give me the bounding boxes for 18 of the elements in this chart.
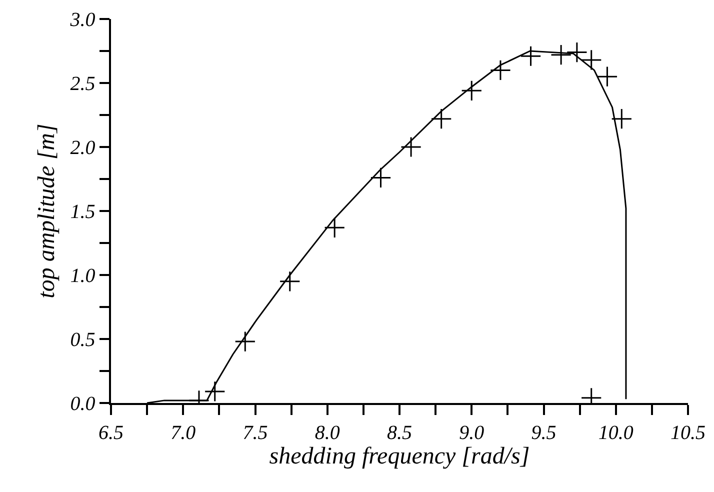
x-axis-title: shedding frequency [rad/s] <box>269 444 530 470</box>
x-tick-label: 9.5 <box>531 422 556 444</box>
x-tick-label: 8.0 <box>314 422 340 444</box>
y-axis-title: top amplitude [m] <box>34 124 60 298</box>
y-tick-label: 2.5 <box>70 73 96 95</box>
x-tick-label: 8.5 <box>387 422 412 444</box>
y-tick-label: 0.5 <box>70 329 96 351</box>
y-tick-label: 3.0 <box>69 9 96 31</box>
x-tick-label: 10.5 <box>670 422 706 444</box>
y-tick-label: 2.0 <box>70 137 96 159</box>
y-tick-label: 1.0 <box>70 265 96 287</box>
x-tick-label: 10.0 <box>598 422 634 444</box>
x-tick-label: 7.0 <box>170 422 196 444</box>
y-tick-label: 1.5 <box>70 201 96 223</box>
x-tick-label: 6.5 <box>98 422 124 444</box>
y-tick-label: 0.0 <box>70 393 96 415</box>
x-tick-label: 9.0 <box>459 422 484 444</box>
x-tick-label: 7.5 <box>242 422 268 444</box>
